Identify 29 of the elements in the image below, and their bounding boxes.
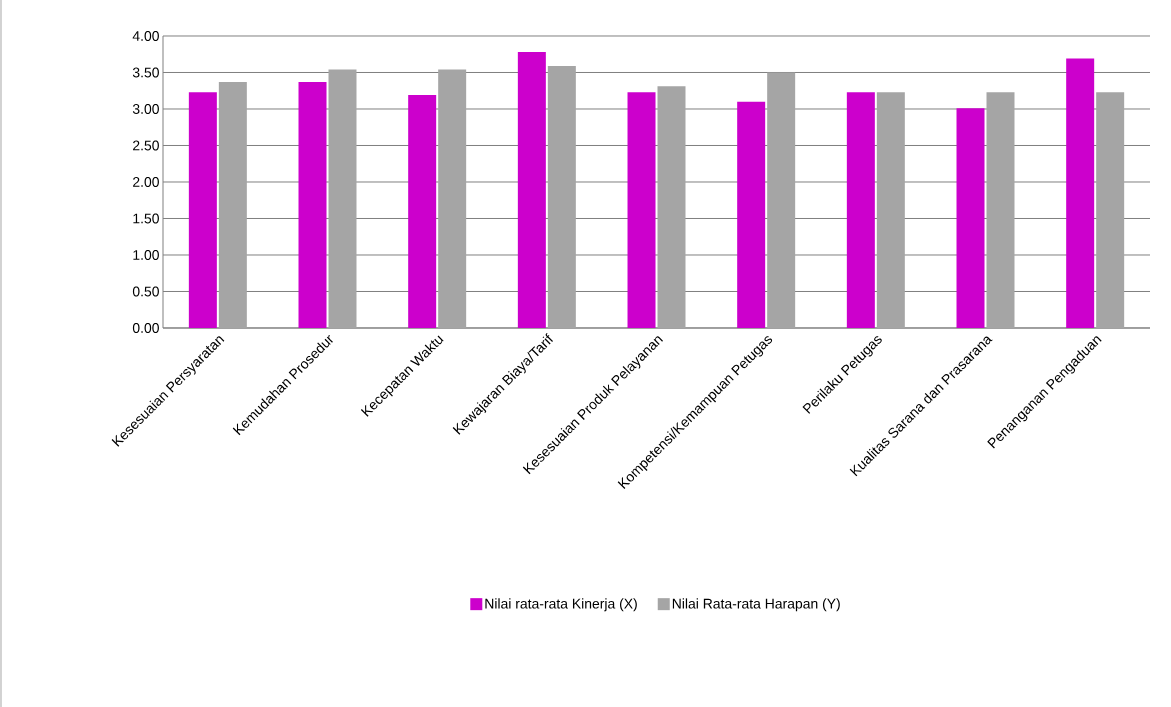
bar (1066, 58, 1095, 328)
y-tick-label: 1.00 (133, 250, 159, 260)
y-tick-label: 2.00 (133, 177, 159, 187)
bar (188, 92, 217, 328)
bar (298, 81, 327, 328)
bar (876, 92, 905, 328)
legend-label: Nilai rata-rata Kinerja (X) (485, 598, 637, 612)
bar (956, 108, 985, 328)
y-tick-label: 4.00 (132, 31, 159, 41)
bar (218, 81, 247, 328)
y-tick-label: 2.50 (133, 140, 159, 151)
y-tick-label: 3.50 (132, 67, 159, 78)
bar (438, 69, 467, 328)
bar (986, 92, 1015, 328)
legend-label: Nilai Rata-rata Harapan (Y) (672, 598, 840, 612)
bar (547, 65, 576, 328)
bar (767, 72, 796, 328)
y-tick-label: 1.50 (133, 213, 159, 224)
bar (328, 69, 357, 328)
bar (1096, 92, 1125, 328)
bar (846, 92, 875, 328)
y-tick-label: 0.50 (132, 286, 159, 297)
bar (657, 86, 686, 328)
y-tick-label: 3.00 (132, 104, 159, 114)
y-tick-label: 0.00 (132, 323, 159, 333)
bar (517, 52, 546, 328)
bar (408, 95, 437, 328)
bar (627, 92, 656, 328)
bar (737, 101, 766, 328)
